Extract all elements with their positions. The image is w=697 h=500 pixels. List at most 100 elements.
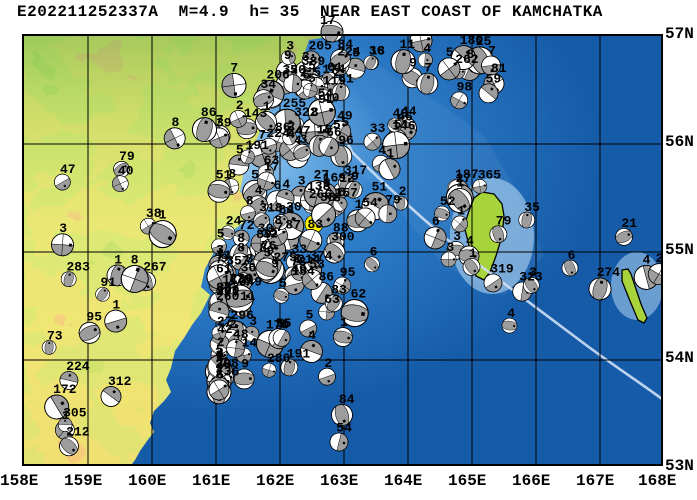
svg-text:7: 7 (230, 61, 238, 76)
svg-text:365: 365 (478, 167, 502, 182)
svg-text:2: 2 (288, 119, 296, 134)
svg-text:17: 17 (320, 13, 336, 28)
svg-text:6: 6 (274, 178, 282, 193)
svg-text:212: 212 (66, 424, 90, 439)
svg-text:51: 51 (216, 168, 232, 183)
svg-text:5: 5 (446, 45, 454, 60)
svg-text:8: 8 (237, 241, 245, 256)
svg-text:54: 54 (336, 421, 352, 436)
svg-text:83: 83 (308, 217, 324, 232)
svg-text:59: 59 (486, 71, 502, 86)
svg-text:1: 1 (386, 146, 394, 161)
svg-text:5: 5 (216, 343, 224, 358)
svg-text:3: 3 (298, 174, 306, 189)
svg-text:48: 48 (233, 327, 249, 342)
svg-text:66: 66 (326, 125, 342, 140)
svg-text:305: 305 (63, 406, 87, 421)
svg-text:79: 79 (496, 213, 512, 228)
svg-text:78: 78 (236, 272, 252, 287)
svg-text:5: 5 (290, 62, 298, 77)
svg-text:172: 172 (53, 382, 77, 397)
svg-text:2: 2 (236, 98, 244, 113)
svg-text:33: 33 (370, 121, 386, 136)
svg-text:3: 3 (59, 221, 67, 236)
svg-text:5: 5 (251, 168, 259, 183)
svg-text:5: 5 (279, 317, 287, 332)
svg-text:4: 4 (308, 328, 316, 343)
svg-text:98: 98 (457, 80, 473, 95)
svg-text:5: 5 (306, 308, 314, 323)
svg-text:61: 61 (338, 71, 354, 86)
svg-text:52: 52 (440, 194, 456, 209)
svg-text:180: 180 (460, 36, 484, 48)
svg-text:40: 40 (118, 164, 134, 179)
svg-text:84: 84 (338, 37, 354, 52)
svg-text:79: 79 (119, 149, 135, 164)
svg-text:6: 6 (338, 185, 346, 200)
svg-text:83: 83 (331, 282, 347, 297)
svg-text:34: 34 (261, 77, 277, 92)
svg-text:4: 4 (255, 183, 263, 198)
svg-text:191: 191 (246, 138, 270, 153)
svg-text:262: 262 (455, 52, 479, 67)
svg-text:9: 9 (409, 55, 417, 70)
svg-text:73: 73 (47, 328, 63, 343)
svg-text:319: 319 (490, 262, 514, 277)
svg-text:300: 300 (331, 229, 355, 244)
svg-text:8: 8 (131, 253, 139, 268)
svg-text:9: 9 (351, 169, 359, 184)
svg-text:79: 79 (385, 193, 401, 208)
svg-text:8: 8 (246, 194, 254, 209)
svg-text:27: 27 (217, 314, 233, 329)
svg-text:4: 4 (643, 253, 651, 268)
svg-text:260: 260 (216, 289, 240, 304)
svg-text:7: 7 (424, 61, 432, 76)
svg-text:8: 8 (311, 105, 319, 120)
svg-text:86: 86 (201, 105, 217, 120)
svg-text:1: 1 (112, 298, 120, 313)
svg-text:53: 53 (309, 257, 325, 272)
svg-text:91: 91 (101, 275, 117, 290)
svg-text:205: 205 (309, 39, 333, 54)
svg-text:87: 87 (285, 218, 301, 233)
svg-text:1: 1 (457, 204, 465, 219)
svg-text:3: 3 (249, 314, 257, 329)
svg-text:4: 4 (378, 143, 386, 158)
svg-text:4: 4 (282, 177, 290, 192)
svg-text:84: 84 (339, 392, 355, 407)
svg-text:54: 54 (362, 195, 378, 210)
svg-text:224: 224 (66, 359, 90, 374)
svg-text:17: 17 (264, 160, 280, 175)
svg-text:95: 95 (340, 265, 356, 280)
svg-text:312: 312 (108, 374, 132, 389)
svg-text:1: 1 (456, 176, 464, 191)
svg-text:191: 191 (287, 347, 311, 362)
svg-text:6: 6 (370, 245, 378, 260)
svg-text:4: 4 (507, 306, 515, 321)
svg-text:4: 4 (423, 41, 431, 56)
svg-text:143: 143 (244, 106, 268, 121)
svg-text:6: 6 (568, 248, 576, 263)
svg-text:7: 7 (488, 44, 496, 59)
svg-text:318: 318 (259, 201, 283, 216)
svg-text:38: 38 (320, 190, 336, 205)
svg-text:3: 3 (529, 265, 537, 280)
svg-text:40: 40 (393, 106, 409, 121)
svg-text:5: 5 (264, 245, 272, 260)
svg-text:39: 39 (216, 115, 232, 130)
svg-text:49: 49 (337, 109, 353, 124)
svg-text:9: 9 (241, 356, 249, 371)
svg-text:36: 36 (369, 44, 385, 59)
svg-text:5: 5 (279, 276, 287, 291)
svg-text:6: 6 (216, 367, 224, 382)
svg-text:7: 7 (215, 252, 223, 267)
svg-text:3: 3 (286, 39, 294, 54)
svg-text:1: 1 (340, 315, 348, 330)
svg-text:5: 5 (217, 227, 225, 242)
svg-text:1: 1 (114, 252, 122, 267)
svg-text:1: 1 (159, 208, 167, 223)
svg-text:24: 24 (226, 214, 242, 229)
svg-text:5: 5 (308, 71, 316, 86)
svg-text:21: 21 (622, 216, 638, 231)
svg-text:11: 11 (240, 289, 256, 304)
